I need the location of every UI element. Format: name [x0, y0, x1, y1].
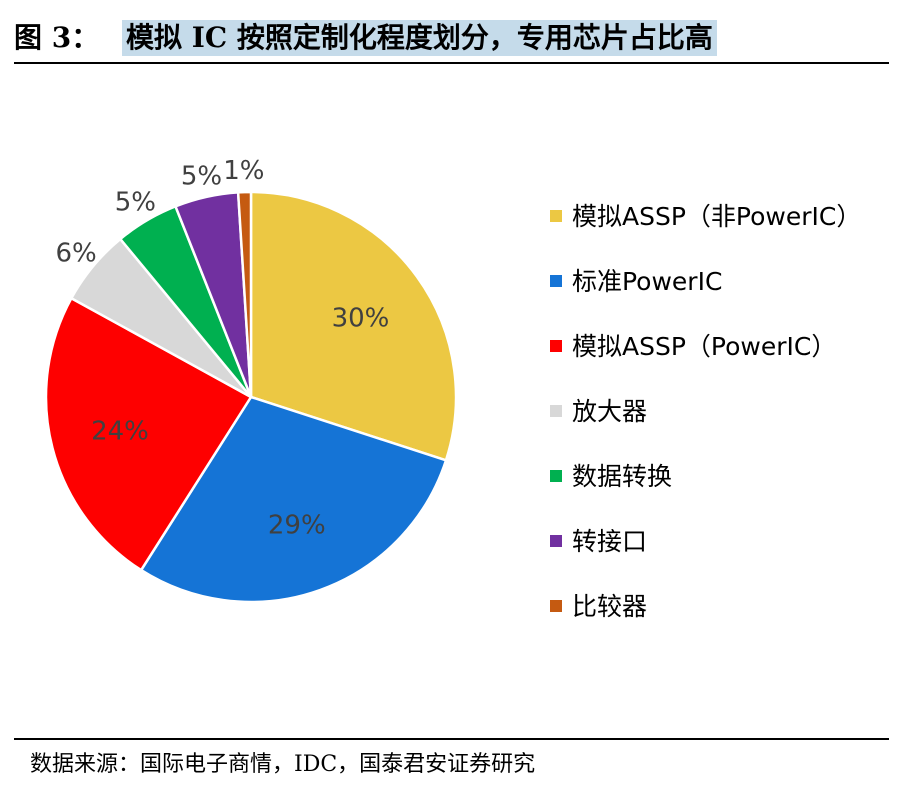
- legend-label: 转接口: [572, 527, 647, 556]
- pie-slice-labels: 30%29%24%6%5%5% 1%: [55, 156, 389, 540]
- pie-slice-label: 24%: [91, 417, 149, 447]
- legend-swatch: [550, 405, 562, 417]
- pie-slice-label: 29%: [268, 510, 326, 540]
- pie-slice: [236, 190, 253, 398]
- pie-slice-label: 30%: [332, 304, 390, 334]
- source-note: 数据来源：国际电子商情，IDC，国泰君安证券研究: [30, 752, 536, 777]
- legend-swatch: [550, 275, 562, 287]
- legend-label: 数据转换: [572, 462, 672, 491]
- footer-rule: [14, 738, 889, 740]
- pie-slice: [249, 190, 458, 462]
- legend-swatch: [550, 600, 562, 612]
- legend-swatch: [550, 470, 562, 482]
- legend-label: 比较器: [572, 592, 647, 621]
- legend: 模拟ASSP（非PowerIC） 标准PowerIC 模拟ASSP（PowerIC）…: [550, 202, 861, 621]
- chart-area: 30% 29% 24% 6% 5% 5% 1% 模拟ASSP（非PowerIC） 标准Powe…: [0, 70, 911, 730]
- legend-label: 模拟ASSP（PowerIC）: [572, 332, 836, 361]
- legend-swatch: [550, 210, 562, 222]
- pie-slice-label: 5%: [181, 162, 222, 192]
- pie-slice: [139, 395, 448, 604]
- pie-slice-label: 5%: [115, 188, 156, 218]
- pie-slice: [44, 296, 253, 572]
- pie-chart: 30%29%24%6%5%5% 1% 模拟ASSP（非PowerIC）标准Powe…: [44, 156, 861, 621]
- pie-slice-label: 1%: [223, 156, 264, 186]
- legend-label: 放大器: [572, 397, 647, 426]
- legend-swatch: [550, 340, 562, 352]
- figure-number: 图 3：: [14, 21, 100, 54]
- legend-swatch: [550, 535, 562, 547]
- legend-label: 模拟ASSP（非PowerIC）: [572, 202, 861, 231]
- legend-label: 标准PowerIC: [572, 267, 722, 296]
- pie-slice-label: 6%: [55, 238, 96, 268]
- title-bar: [14, 14, 889, 64]
- pie-slices: [44, 190, 458, 604]
- figure-title: 模拟 IC 按照定制化程度划分，专用芯片占比高: [122, 20, 717, 56]
